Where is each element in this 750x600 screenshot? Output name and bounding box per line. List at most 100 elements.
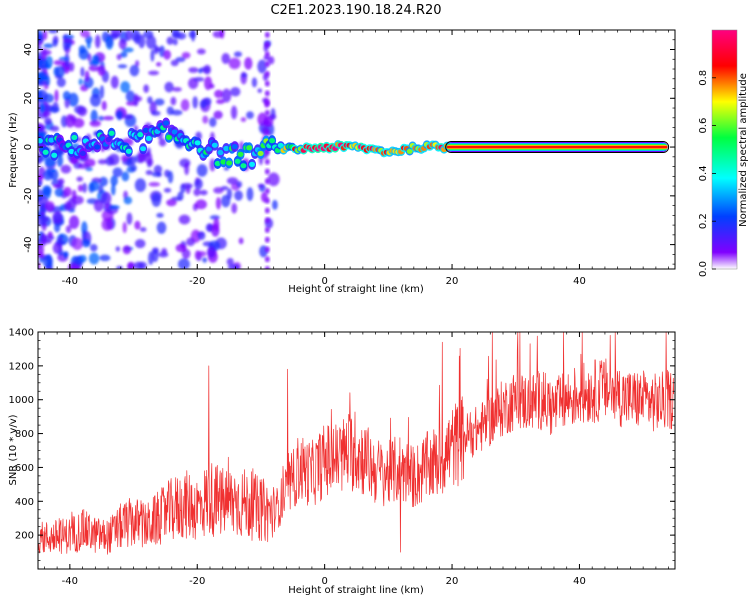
spectrogram-ridge bbox=[38, 117, 670, 172]
ridge-core bbox=[71, 134, 78, 141]
noise-blob bbox=[42, 170, 54, 181]
noise-blob bbox=[122, 47, 134, 53]
x-tick-label: 40 bbox=[573, 576, 586, 587]
y-tick-label: 40 bbox=[23, 43, 34, 56]
noise-blob bbox=[240, 72, 248, 78]
noise-blob bbox=[118, 38, 127, 50]
noise-blob bbox=[147, 158, 154, 167]
y-tick-label: 20 bbox=[23, 92, 34, 105]
noise-streak bbox=[264, 266, 270, 269]
noise-blob bbox=[133, 261, 144, 269]
noise-blob bbox=[129, 64, 140, 77]
noise-blob bbox=[90, 243, 98, 252]
noise-streak bbox=[264, 41, 270, 48]
noise-blob bbox=[63, 186, 72, 197]
noise-blob bbox=[115, 246, 121, 252]
noise-blob bbox=[65, 114, 75, 128]
spectrogram-frame bbox=[37, 29, 676, 270]
noise-blob bbox=[202, 257, 208, 263]
ridge-core bbox=[217, 149, 224, 156]
noise-blob bbox=[151, 110, 161, 116]
noise-blob bbox=[55, 65, 65, 78]
ridge-core bbox=[237, 151, 244, 157]
noise-blob bbox=[236, 180, 243, 188]
x-tick-label: 20 bbox=[446, 576, 459, 587]
noise-blob bbox=[71, 237, 83, 250]
noise-blob bbox=[101, 218, 114, 231]
noise-blob bbox=[76, 176, 84, 182]
ridge-core bbox=[220, 159, 227, 165]
noise-blob bbox=[52, 210, 63, 225]
noise-blob bbox=[246, 111, 254, 119]
noise-blob bbox=[192, 96, 198, 109]
noise-blob bbox=[154, 47, 162, 52]
noise-blob bbox=[52, 39, 58, 47]
noise-blob bbox=[166, 106, 174, 116]
noise-blob bbox=[172, 38, 178, 46]
noise-blob bbox=[221, 53, 231, 65]
noise-blob bbox=[38, 152, 43, 165]
colorbar-gradient bbox=[711, 29, 738, 270]
noise-blob bbox=[38, 71, 47, 82]
y-tick-label: -20 bbox=[23, 188, 34, 204]
noise-blob bbox=[145, 35, 157, 50]
noise-blob bbox=[134, 220, 141, 230]
noise-blob bbox=[98, 184, 104, 194]
noise-blob bbox=[42, 185, 52, 196]
noise-blob bbox=[122, 221, 127, 234]
noise-blob bbox=[116, 265, 123, 269]
noise-blob bbox=[56, 154, 64, 167]
noise-blob bbox=[135, 60, 140, 67]
noise-blob bbox=[91, 54, 100, 66]
noise-blob bbox=[84, 70, 90, 82]
noise-blob bbox=[196, 48, 206, 55]
noise-blob bbox=[199, 189, 208, 196]
noise-blob bbox=[186, 237, 195, 247]
noise-blob bbox=[202, 115, 209, 124]
noise-blob bbox=[271, 199, 278, 210]
noise-blob bbox=[154, 98, 165, 106]
noise-blob bbox=[203, 97, 212, 106]
ridge-core bbox=[51, 152, 58, 158]
noise-blob bbox=[64, 201, 72, 211]
noise-blob bbox=[62, 90, 71, 101]
noise-blob bbox=[85, 35, 93, 44]
noise-blob bbox=[181, 182, 193, 190]
noise-blob bbox=[226, 177, 239, 185]
noise-blob bbox=[103, 115, 114, 121]
noise-blob bbox=[153, 165, 163, 174]
noise-blob bbox=[38, 174, 45, 180]
ridge-core bbox=[68, 148, 75, 155]
x-tick-label: -20 bbox=[189, 576, 205, 587]
noise-streak bbox=[264, 197, 270, 204]
snr-series-line bbox=[38, 332, 675, 555]
y-tick-label: 800 bbox=[15, 429, 34, 440]
noise-blob bbox=[134, 239, 146, 249]
noise-blob bbox=[163, 187, 172, 193]
x-tick-label: -40 bbox=[62, 276, 78, 287]
snr-axes: -40 -20 0 20 40 200 400 600 800 1000 1200 1400 bbox=[9, 328, 675, 587]
noise-blob bbox=[110, 175, 118, 187]
noise-blob bbox=[72, 118, 85, 128]
ridge-core bbox=[42, 149, 49, 155]
noise-blob bbox=[97, 159, 108, 165]
noise-blob bbox=[38, 261, 41, 269]
y-tick-label: 400 bbox=[15, 497, 34, 508]
noise-streak bbox=[264, 187, 270, 194]
noise-streak bbox=[264, 178, 270, 185]
y-tick-label: -40 bbox=[23, 236, 34, 252]
noise-blob bbox=[170, 96, 177, 106]
ridge-core bbox=[140, 146, 147, 152]
noise-blob bbox=[40, 49, 52, 56]
spectrogram-axes: -40 -20 0 20 40 -40 -20 0 20 40 bbox=[23, 29, 675, 287]
noise-blob bbox=[69, 215, 80, 229]
noise-streak bbox=[264, 70, 270, 77]
x-tick-label: 0 bbox=[321, 576, 327, 587]
noise-streak bbox=[264, 109, 270, 116]
y-tick-label: 1400 bbox=[9, 328, 34, 339]
noise-blob bbox=[257, 183, 265, 188]
noise-blob bbox=[38, 89, 48, 103]
ridge-core bbox=[226, 160, 233, 166]
y-tick-label: 200 bbox=[15, 531, 34, 542]
noise-blob bbox=[234, 190, 243, 201]
